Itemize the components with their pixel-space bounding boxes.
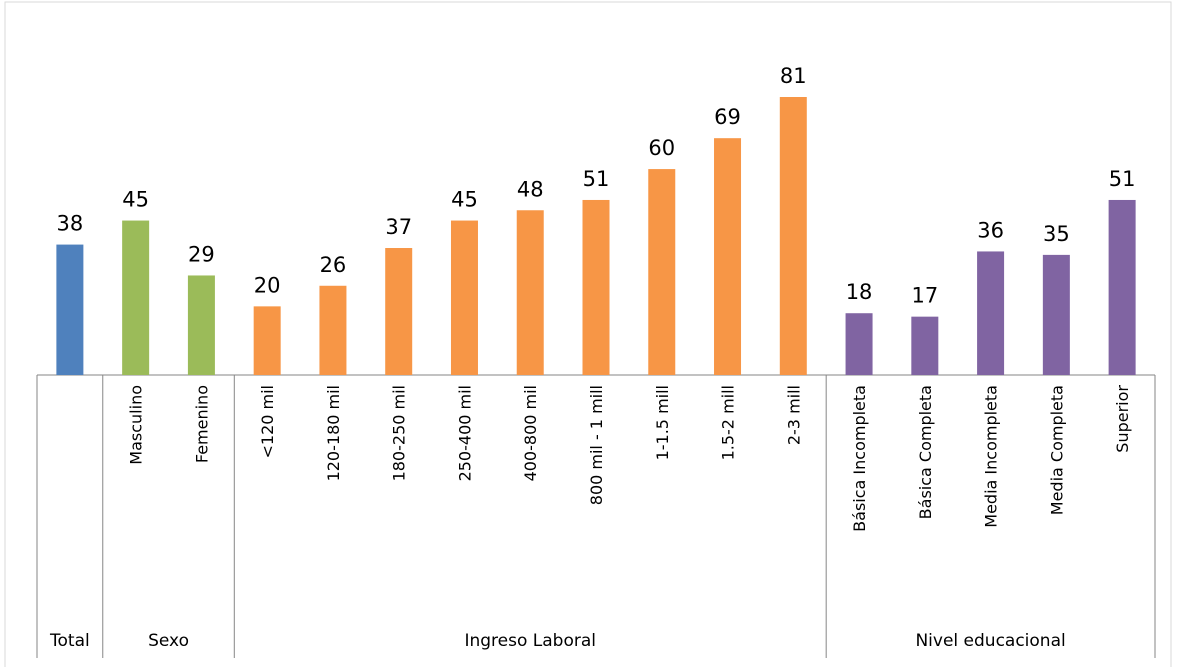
group-label: Nivel educacional — [915, 631, 1065, 651]
bar — [648, 169, 676, 375]
group-label: Sexo — [148, 631, 189, 651]
bar — [1042, 254, 1070, 375]
bar — [450, 220, 478, 375]
bar — [582, 199, 610, 375]
category-label: 400-800 mil — [521, 385, 540, 481]
value-label: 20 — [254, 273, 281, 297]
bar — [56, 244, 84, 375]
category-label: Superior — [1113, 385, 1132, 453]
value-label: 60 — [648, 136, 675, 160]
category-label: 1.5-2 mill — [719, 385, 738, 460]
value-label: 69 — [714, 105, 741, 129]
group-label: Ingreso Laboral — [464, 631, 596, 651]
value-label: 51 — [583, 167, 610, 191]
category-label: Media Completa — [1047, 385, 1066, 515]
chart-frame — [4, 1, 1172, 667]
category-label: 2-3 mill — [784, 385, 803, 445]
group-label: Total — [49, 631, 90, 651]
bar — [385, 248, 413, 375]
category-label: Básica Incompleta — [850, 385, 869, 532]
bar — [319, 285, 347, 375]
value-label: 37 — [385, 215, 412, 239]
value-label: 38 — [57, 212, 84, 236]
category-label: Femenino — [192, 385, 211, 463]
bar — [845, 313, 873, 375]
category-label: Básica Completa — [916, 385, 935, 519]
value-label: 45 — [122, 188, 149, 212]
value-label: 17 — [911, 284, 938, 308]
category-label: Media Incompleta — [982, 385, 1001, 528]
value-label: 26 — [320, 253, 347, 277]
category-label: 120-180 mil — [324, 385, 343, 481]
bar — [187, 275, 215, 375]
category-label: 180-250 mil — [390, 385, 409, 481]
bar — [714, 138, 742, 375]
value-label: 81 — [780, 64, 807, 88]
category-label: Masculino — [127, 385, 146, 465]
bar — [779, 97, 807, 375]
value-label: 45 — [451, 188, 478, 212]
bar — [1108, 199, 1136, 375]
category-label: 800 mil - 1 mill — [587, 385, 606, 505]
value-label: 51 — [1109, 167, 1136, 191]
bar — [911, 316, 939, 375]
value-label: 36 — [977, 218, 1004, 242]
bar — [122, 220, 150, 375]
value-label: 48 — [517, 177, 544, 201]
value-label: 29 — [188, 242, 215, 266]
value-label: 35 — [1043, 222, 1070, 246]
value-label: 18 — [846, 280, 873, 304]
bar — [516, 210, 544, 375]
category-label: <120 mil — [258, 385, 277, 459]
category-label: 1-1.5 mill — [653, 385, 672, 460]
category-label: 250-400 mil — [455, 385, 474, 481]
bar — [977, 251, 1005, 375]
bar — [253, 306, 281, 375]
